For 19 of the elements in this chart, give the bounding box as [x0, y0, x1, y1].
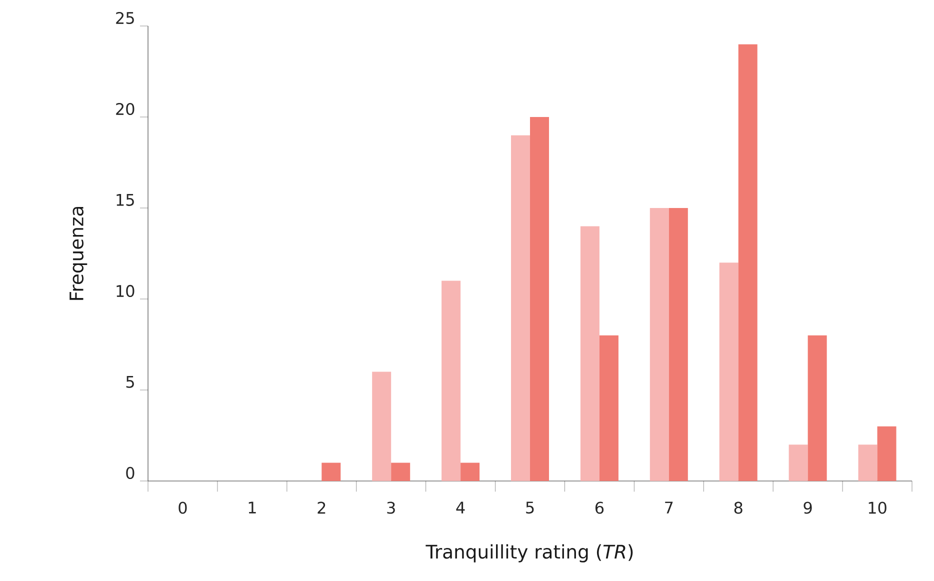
- x-tick-label: 3: [387, 502, 395, 514]
- x-tick-label: 6: [595, 502, 604, 514]
- y-tick-label: 15: [116, 194, 134, 206]
- x-tick-label: 8: [734, 502, 742, 514]
- x-tick-label: 2: [318, 502, 326, 514]
- y-tick-label: 20: [116, 102, 134, 116]
- x-tick-label: 1: [248, 502, 256, 514]
- y-axis-title: Frequenza: [70, 206, 88, 300]
- x-axis-title: Tranquillity rating (TR): [426, 544, 633, 562]
- x-tick-label: 5: [526, 502, 534, 514]
- x-tick-label: 4: [456, 502, 465, 514]
- x-tick-label: 9: [804, 502, 812, 514]
- y-tick-label: 0: [126, 466, 134, 480]
- y-tick-label: 10: [116, 284, 134, 298]
- y-tick-label: 25: [116, 12, 134, 24]
- y-tick-label: 5: [126, 376, 134, 388]
- x-tick-label: 10: [868, 502, 886, 514]
- x-tick-label: 7: [665, 502, 673, 514]
- x-tick-label: 0: [178, 502, 187, 514]
